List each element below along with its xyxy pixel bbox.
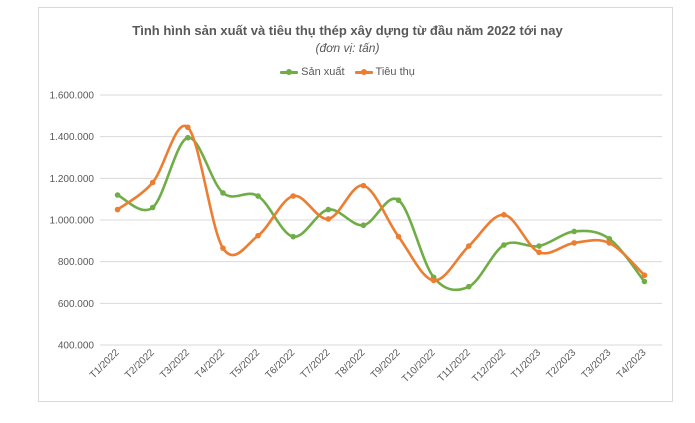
data-point-san-xuat bbox=[290, 233, 296, 240]
data-point-san-xuat bbox=[114, 192, 121, 198]
x-tick-label: T4/2022 bbox=[193, 347, 227, 381]
x-tick-label: T3/2023 bbox=[580, 347, 614, 381]
legend: Sản xuất Tiêu thụ bbox=[0, 66, 695, 78]
data-point-tieu-thu bbox=[536, 249, 542, 256]
x-tick-label: T7/2022 bbox=[299, 347, 333, 381]
data-point-tieu-thu bbox=[395, 233, 402, 240]
data-point-tieu-thu bbox=[114, 206, 121, 213]
series-line-tieu-thu bbox=[116, 124, 646, 282]
data-point-tieu-thu bbox=[220, 245, 226, 251]
y-tick-label: 800.000 bbox=[58, 257, 95, 268]
series-line-san-xuat bbox=[116, 136, 646, 292]
chart-title: Tình hình sản xuất và tiêu thụ thép xây … bbox=[132, 23, 563, 38]
data-point-san-xuat bbox=[220, 190, 226, 196]
data-point-tieu-thu bbox=[255, 232, 261, 239]
x-tick-label: T12/2022 bbox=[470, 347, 508, 385]
data-point-tieu-thu bbox=[290, 193, 296, 199]
legend-swatch-tieu-thu bbox=[354, 68, 373, 75]
data-point-tieu-thu bbox=[466, 243, 472, 249]
x-tick-label: T9/2022 bbox=[369, 347, 403, 381]
legend-label-tieu-thu: Tiêu thụ bbox=[375, 66, 415, 78]
data-point-tieu-thu bbox=[325, 216, 332, 222]
y-tick-label: 1.000.000 bbox=[50, 216, 95, 227]
x-tick-label: T2/2022 bbox=[123, 347, 157, 381]
data-point-san-xuat bbox=[466, 283, 472, 290]
x-tick-label: T5/2022 bbox=[228, 347, 262, 381]
legend-swatch-san-xuat bbox=[280, 68, 299, 75]
x-tick-label: T3/2022 bbox=[158, 347, 192, 381]
legend-label-san-xuat: Sản xuất bbox=[301, 66, 345, 78]
x-tick-label: T4/2023 bbox=[615, 347, 649, 381]
data-point-tieu-thu bbox=[360, 182, 367, 189]
x-tick-label: T8/2022 bbox=[334, 347, 368, 381]
data-point-san-xuat bbox=[641, 278, 648, 285]
x-tick-label: T1/2023 bbox=[509, 347, 543, 381]
legend-item-san-xuat: Sản xuất bbox=[280, 66, 345, 78]
x-tick-label: T1/2022 bbox=[88, 347, 122, 381]
data-point-san-xuat bbox=[395, 197, 402, 204]
chart-subtitle: (đơn vị: tấn) bbox=[315, 41, 380, 55]
data-point-tieu-thu bbox=[641, 272, 648, 279]
y-tick-label: 1.200.000 bbox=[50, 174, 95, 185]
data-point-san-xuat bbox=[325, 206, 332, 213]
data-point-tieu-thu bbox=[606, 240, 613, 246]
legend-item-tieu-thu: Tiêu thụ bbox=[354, 66, 415, 78]
data-point-san-xuat bbox=[360, 222, 367, 229]
data-point-san-xuat bbox=[149, 204, 156, 211]
data-point-san-xuat bbox=[571, 228, 577, 235]
y-tick-label: 1.600.000 bbox=[50, 91, 95, 102]
data-point-tieu-thu bbox=[430, 277, 437, 284]
data-point-san-xuat bbox=[606, 235, 613, 242]
x-tick-label: T10/2022 bbox=[400, 347, 438, 385]
y-tick-label: 1.400.000 bbox=[50, 132, 95, 143]
data-point-tieu-thu bbox=[571, 240, 577, 246]
y-tick-label: 400.000 bbox=[58, 341, 95, 352]
x-tick-label: T6/2022 bbox=[264, 347, 298, 381]
data-point-tieu-thu bbox=[185, 124, 191, 131]
x-tick-label: T2/2023 bbox=[545, 347, 579, 381]
data-point-san-xuat bbox=[501, 242, 507, 248]
data-point-tieu-thu bbox=[501, 211, 507, 218]
y-tick-label: 600.000 bbox=[58, 299, 95, 310]
data-point-san-xuat bbox=[255, 193, 261, 199]
data-point-san-xuat bbox=[185, 134, 191, 141]
data-point-tieu-thu bbox=[149, 179, 156, 186]
x-tick-label: T11/2022 bbox=[436, 347, 473, 384]
data-point-san-xuat bbox=[536, 243, 542, 249]
